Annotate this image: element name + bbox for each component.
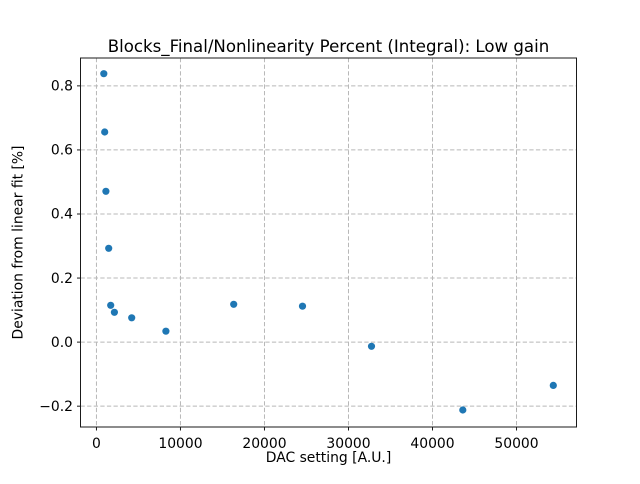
scatter-point: [101, 128, 109, 136]
plot-border: [80, 57, 577, 428]
grid-layer: [80, 58, 577, 427]
scatter-point: [230, 300, 238, 308]
x-tick-label: 30000: [326, 436, 370, 452]
scatter-point: [102, 187, 110, 195]
y-tick-label: 0.8: [51, 79, 73, 95]
x-tick-label: 0: [92, 436, 101, 452]
x-tick-label: 40000: [410, 436, 454, 452]
y-tick-label: 0.2: [51, 271, 73, 287]
x-tick-label: 10000: [158, 436, 202, 452]
x-tick-label: 50000: [494, 436, 538, 452]
x-tick-label: 20000: [242, 436, 286, 452]
chart-title: Blocks_Final/Nonlinearity Percent (Integ…: [108, 37, 549, 57]
y-tick-label: 0.4: [51, 207, 73, 223]
scatter-point: [549, 381, 557, 389]
scatter-point: [100, 70, 108, 78]
scatter-point: [107, 301, 115, 309]
y-tick-label: 0.0: [51, 335, 73, 351]
scatter-point: [110, 308, 118, 316]
x-axis-label: DAC setting [A.U.]: [266, 450, 392, 466]
y-tick-label: −0.2: [39, 399, 73, 415]
tick-layer: 0 10000 20000 30000 40000 50000 0.8 0.6 0.4 0.2 0.…: [39, 79, 538, 452]
scatter-point: [128, 314, 136, 322]
scatter-point: [459, 406, 467, 414]
scatter-point: [367, 342, 376, 350]
y-tick-label: 0.6: [51, 143, 73, 159]
scatter-point: [298, 302, 307, 310]
y-axis-label: Deviation from linear fit [%]: [11, 146, 27, 340]
scatter-point: [162, 327, 170, 335]
points-layer: [100, 70, 557, 414]
scatter-point: [105, 244, 113, 252]
